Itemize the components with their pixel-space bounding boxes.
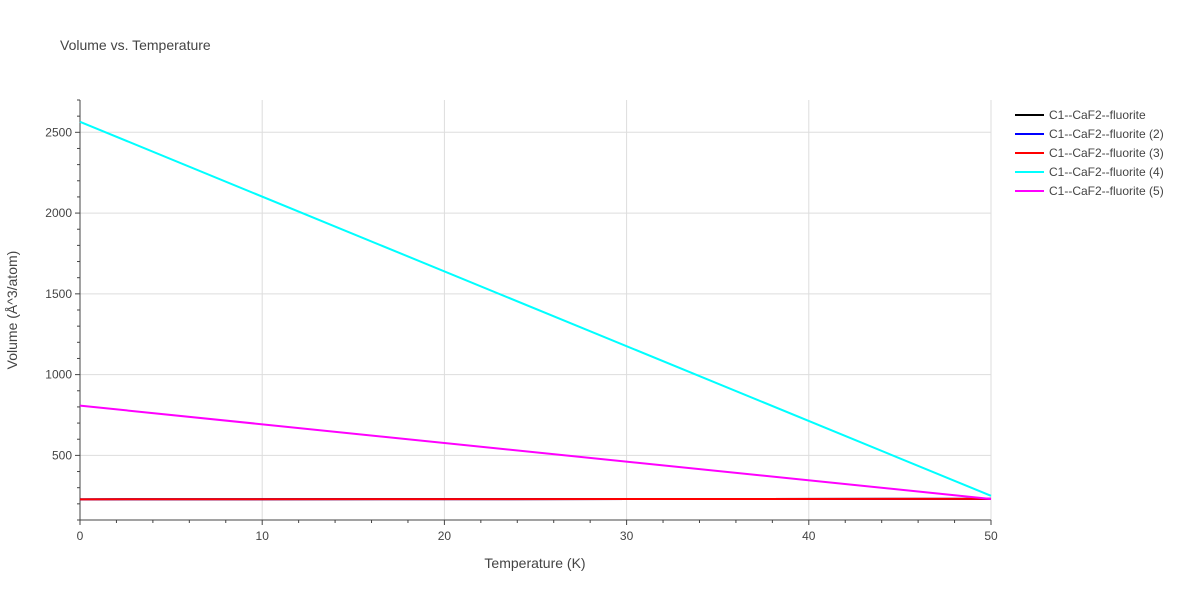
y-axis-label: Volume (Å^3/atom) bbox=[4, 251, 20, 370]
legend-label: C1--CaF2--fluorite (2) bbox=[1049, 127, 1164, 141]
x-tick-label: 10 bbox=[256, 529, 270, 543]
legend-item-4[interactable]: C1--CaF2--fluorite (4) bbox=[1015, 165, 1164, 179]
x-axis-label: Temperature (K) bbox=[484, 555, 585, 571]
x-tick-label: 30 bbox=[620, 529, 634, 543]
grid bbox=[80, 100, 992, 520]
legend-label: C1--CaF2--fluorite (5) bbox=[1049, 184, 1164, 198]
x-tick-label: 20 bbox=[438, 529, 452, 543]
x-tick-label: 0 bbox=[77, 529, 84, 543]
legend-label: C1--CaF2--fluorite (4) bbox=[1049, 165, 1164, 179]
axes: 0 10 20 30 40 50 500 1000 1500 2000 2500 bbox=[45, 99, 998, 543]
y-tick-label: 1500 bbox=[45, 287, 72, 301]
legend[interactable]: C1--CaF2--fluorite C1--CaF2--fluorite (2)… bbox=[1015, 108, 1164, 198]
legend-label: C1--CaF2--fluorite bbox=[1049, 108, 1146, 122]
y-tick-label: 500 bbox=[52, 448, 72, 462]
legend-item-3[interactable]: C1--CaF2--fluorite (3) bbox=[1015, 146, 1164, 160]
series-line-4 bbox=[79, 120, 992, 497]
x-tick-label: 40 bbox=[802, 529, 816, 543]
legend-item-2[interactable]: C1--CaF2--fluorite (2) bbox=[1015, 127, 1164, 141]
x-tick-label: 50 bbox=[984, 529, 998, 543]
series-line-5 bbox=[79, 404, 992, 500]
y-tick-label: 1000 bbox=[45, 368, 72, 382]
chart-title: Volume vs. Temperature bbox=[60, 37, 211, 53]
legend-item-1[interactable]: C1--CaF2--fluorite bbox=[1015, 108, 1146, 122]
legend-label: C1--CaF2--fluorite (3) bbox=[1049, 146, 1164, 160]
series-lines bbox=[79, 120, 992, 501]
y-tick-label: 2500 bbox=[45, 125, 72, 139]
y-tick-label: 2000 bbox=[45, 206, 72, 220]
legend-item-5[interactable]: C1--CaF2--fluorite (5) bbox=[1015, 184, 1164, 198]
